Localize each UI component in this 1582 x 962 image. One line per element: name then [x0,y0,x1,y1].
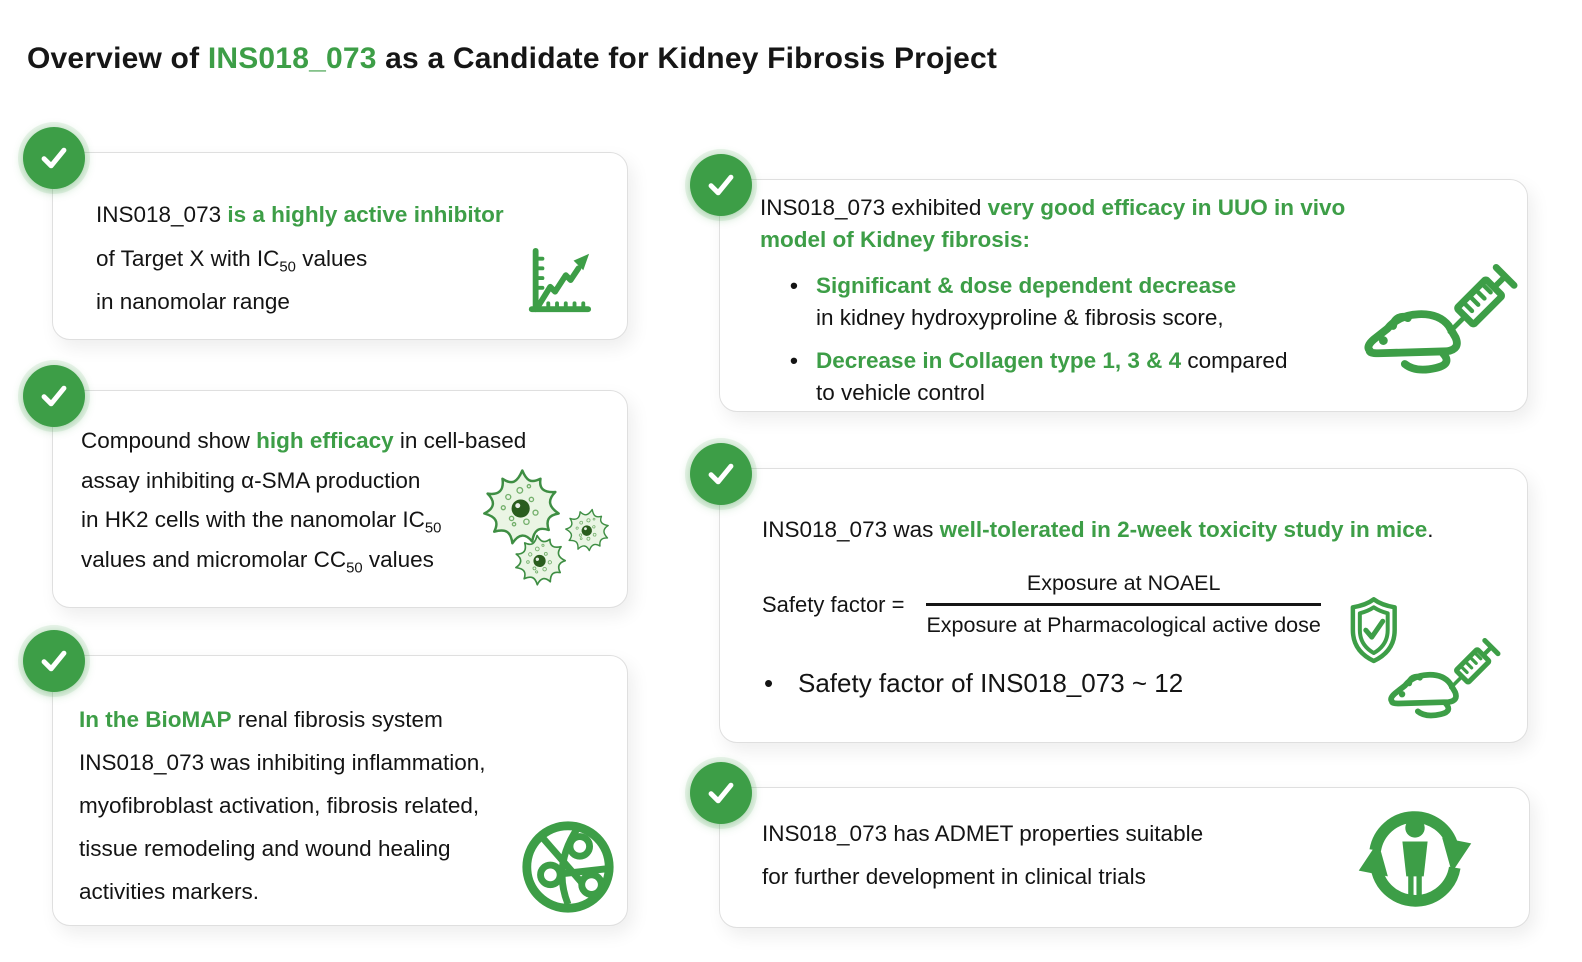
text-line: INS018_073 was well-tolerated in 2-week … [762,517,1434,542]
text-line: Compound show high efficacy in cell-base… [81,428,527,453]
check-badge [690,154,752,216]
text-line: in nanomolar range [96,289,290,314]
text-line: myofibroblast activation, fibrosis relat… [79,793,480,818]
check-badge [690,762,752,824]
check-badge [23,127,85,189]
bullet-item: • Significant & dose dependent decrease … [790,270,1527,333]
card-biomap: In the BioMAP renal fibrosis system INS0… [23,630,628,926]
mouse-syringe-icon [1357,254,1521,392]
check-icon [699,771,743,815]
text-line: INS018_073 has ADMET properties suitable [762,821,1204,846]
text-line: INS018_073 exhibited very good efficacy … [760,195,1346,220]
card-cell-efficacy: Compound show high efficacy in cell-base… [23,365,628,608]
line-chart-icon [523,245,593,317]
text-line: activities markers. [79,879,260,904]
check-badge [690,443,752,505]
check-icon [32,374,76,418]
formula-lhs: Safety factor = [762,591,905,617]
card-text: INS018_073 is a highly active inhibitor … [53,153,627,324]
text-line: assay inhibiting α-SMA production [81,467,421,493]
formula-denominator: Exposure at Pharmacological active dose [926,613,1321,637]
text-line: to vehicle control [816,379,985,405]
cells-icon [481,453,617,595]
text-line: values and micromolar CC50 values [81,546,434,576]
check-icon [32,136,76,180]
person-cycle-icon [1351,794,1479,920]
card-text: INS018_073 has ADMET properties suitable… [720,788,1529,898]
check-badge [23,630,85,692]
text-line: model of Kidney fibrosis: [760,226,1031,252]
text-line: tissue remodeling and wound healing [79,836,451,861]
formula-fraction: Exposure at NOAEL Exposure at Pharmacolo… [926,571,1321,638]
text-line: In the BioMAP renal fibrosis system [79,707,443,732]
check-badge [23,365,85,427]
bullet-marker: • [790,348,798,373]
card-target-potency: INS018_073 is a highly active inhibitor … [23,127,628,340]
bullet-marker: • [764,668,774,698]
bullet-list: • Significant & dose dependent decrease … [760,270,1527,408]
safety-factor-value: Safety factor of INS018_073 ~ 12 [798,668,1184,698]
card-uuo-efficacy: INS018_073 exhibited very good efficacy … [690,154,1528,412]
text-line: INS018_073 is a highly active inhibitor [96,202,504,227]
card-text: INS018_073 exhibited very good efficacy … [720,180,1527,408]
bullet-marker: • [790,273,798,298]
check-icon [699,452,743,496]
text-line: for further development in clinical tria… [762,864,1146,889]
text-line: Significant & dose dependent decrease [816,273,1237,298]
card-text: INS018_073 was well-tolerated in 2-week … [720,469,1527,545]
text-line: in kidney hydroxyproline & fibrosis scor… [816,304,1224,330]
slide-title: Overview of INS018_073 as a Candidate fo… [27,42,998,76]
text-line: INS018_073 was inhibiting inflammation, [79,750,486,775]
text-line: of Target X with IC50 values [96,245,368,275]
card-text: In the BioMAP renal fibrosis system INS0… [53,656,627,913]
text-line: Decrease in Collagen type 1, 3 & 4 compa… [816,348,1288,373]
card-text: Compound show high efficacy in cell-base… [53,391,627,579]
safety-factor-bullet: • Safety factor of INS018_073 ~ 12 [764,668,1527,699]
formula-numerator: Exposure at NOAEL [926,571,1321,606]
text-line: in HK2 cells with the nanomolar IC50 [81,507,442,537]
check-icon [32,639,76,683]
network-globe-icon [517,816,619,918]
check-icon [699,163,743,207]
bullet-item: • Decrease in Collagen type 1, 3 & 4 com… [790,345,1527,408]
safety-factor-formula: Safety factor = Exposure at NOAEL Exposu… [762,571,1527,638]
card-toxicity: INS018_073 was well-tolerated in 2-week … [690,443,1528,743]
shield-check-mouse-syringe-icon [1331,591,1515,733]
card-admet: INS018_073 has ADMET properties suitable… [690,762,1530,928]
